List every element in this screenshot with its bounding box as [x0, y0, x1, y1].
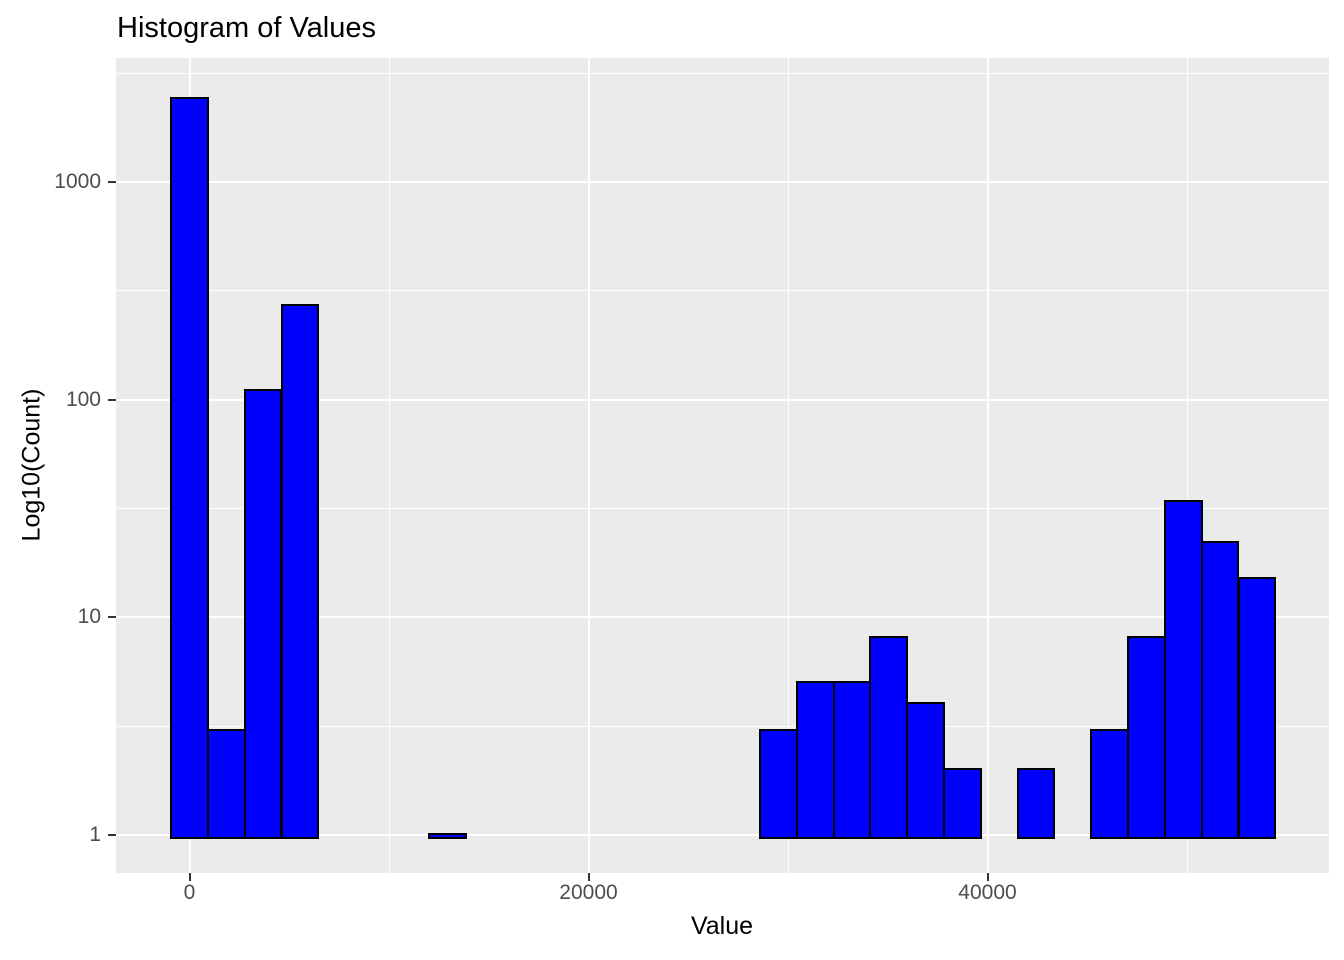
- x-tick-label: 20000: [559, 881, 618, 904]
- y-minor-gridline: [116, 72, 1329, 74]
- x-tick-mark: [587, 873, 590, 881]
- histogram-bar: [1016, 767, 1056, 839]
- x-axis-title: Value: [690, 912, 754, 940]
- x-tick-label: 40000: [958, 881, 1017, 904]
- histogram-bar: [1237, 577, 1277, 839]
- y-tick-label: 10: [77, 605, 101, 629]
- histogram-bar: [427, 833, 467, 839]
- histogram-bar: [906, 701, 946, 839]
- histogram-bar: [1200, 540, 1240, 839]
- x-tick-mark: [188, 873, 191, 881]
- histogram-bar: [832, 680, 872, 839]
- x-tick-label: 0: [183, 881, 196, 904]
- histogram-bar: [943, 767, 982, 839]
- y-major-gridline: [116, 616, 1329, 619]
- y-tick-label: 1: [89, 823, 101, 846]
- y-tick-label: 100: [65, 387, 101, 411]
- plot-title: Histogram of Values: [117, 12, 376, 44]
- y-minor-gridline: [116, 508, 1329, 509]
- histogram-bar: [869, 636, 909, 839]
- y-axis-title: Log10(Count): [17, 388, 46, 542]
- y-tick-label: 1000: [54, 169, 101, 193]
- histogram-bar: [170, 97, 209, 839]
- y-minor-gridline: [116, 725, 1329, 727]
- y-major-gridline: [116, 180, 1329, 183]
- y-major-gridline: [116, 398, 1329, 401]
- histogram-bar: [243, 388, 283, 839]
- histogram-bar: [1163, 499, 1203, 839]
- x-tick-mark: [986, 873, 989, 881]
- x-minor-gridline: [388, 58, 390, 873]
- x-major-gridline: [587, 58, 590, 873]
- y-tick-mark: [108, 398, 116, 401]
- y-tick-mark: [108, 180, 116, 183]
- histogram-bar: [759, 729, 798, 839]
- histogram-bar: [1090, 729, 1130, 839]
- y-minor-gridline: [116, 290, 1329, 292]
- histogram-bar: [206, 729, 246, 839]
- x-major-gridline: [986, 58, 989, 873]
- histogram-bar: [280, 303, 320, 839]
- y-tick-mark: [108, 834, 116, 836]
- y-major-gridline: [116, 834, 1329, 836]
- y-tick-mark: [108, 616, 116, 619]
- x-minor-gridline: [787, 58, 789, 873]
- histogram-bar: [795, 680, 835, 839]
- histogram-bar: [1127, 636, 1166, 839]
- x-minor-gridline: [1186, 58, 1188, 873]
